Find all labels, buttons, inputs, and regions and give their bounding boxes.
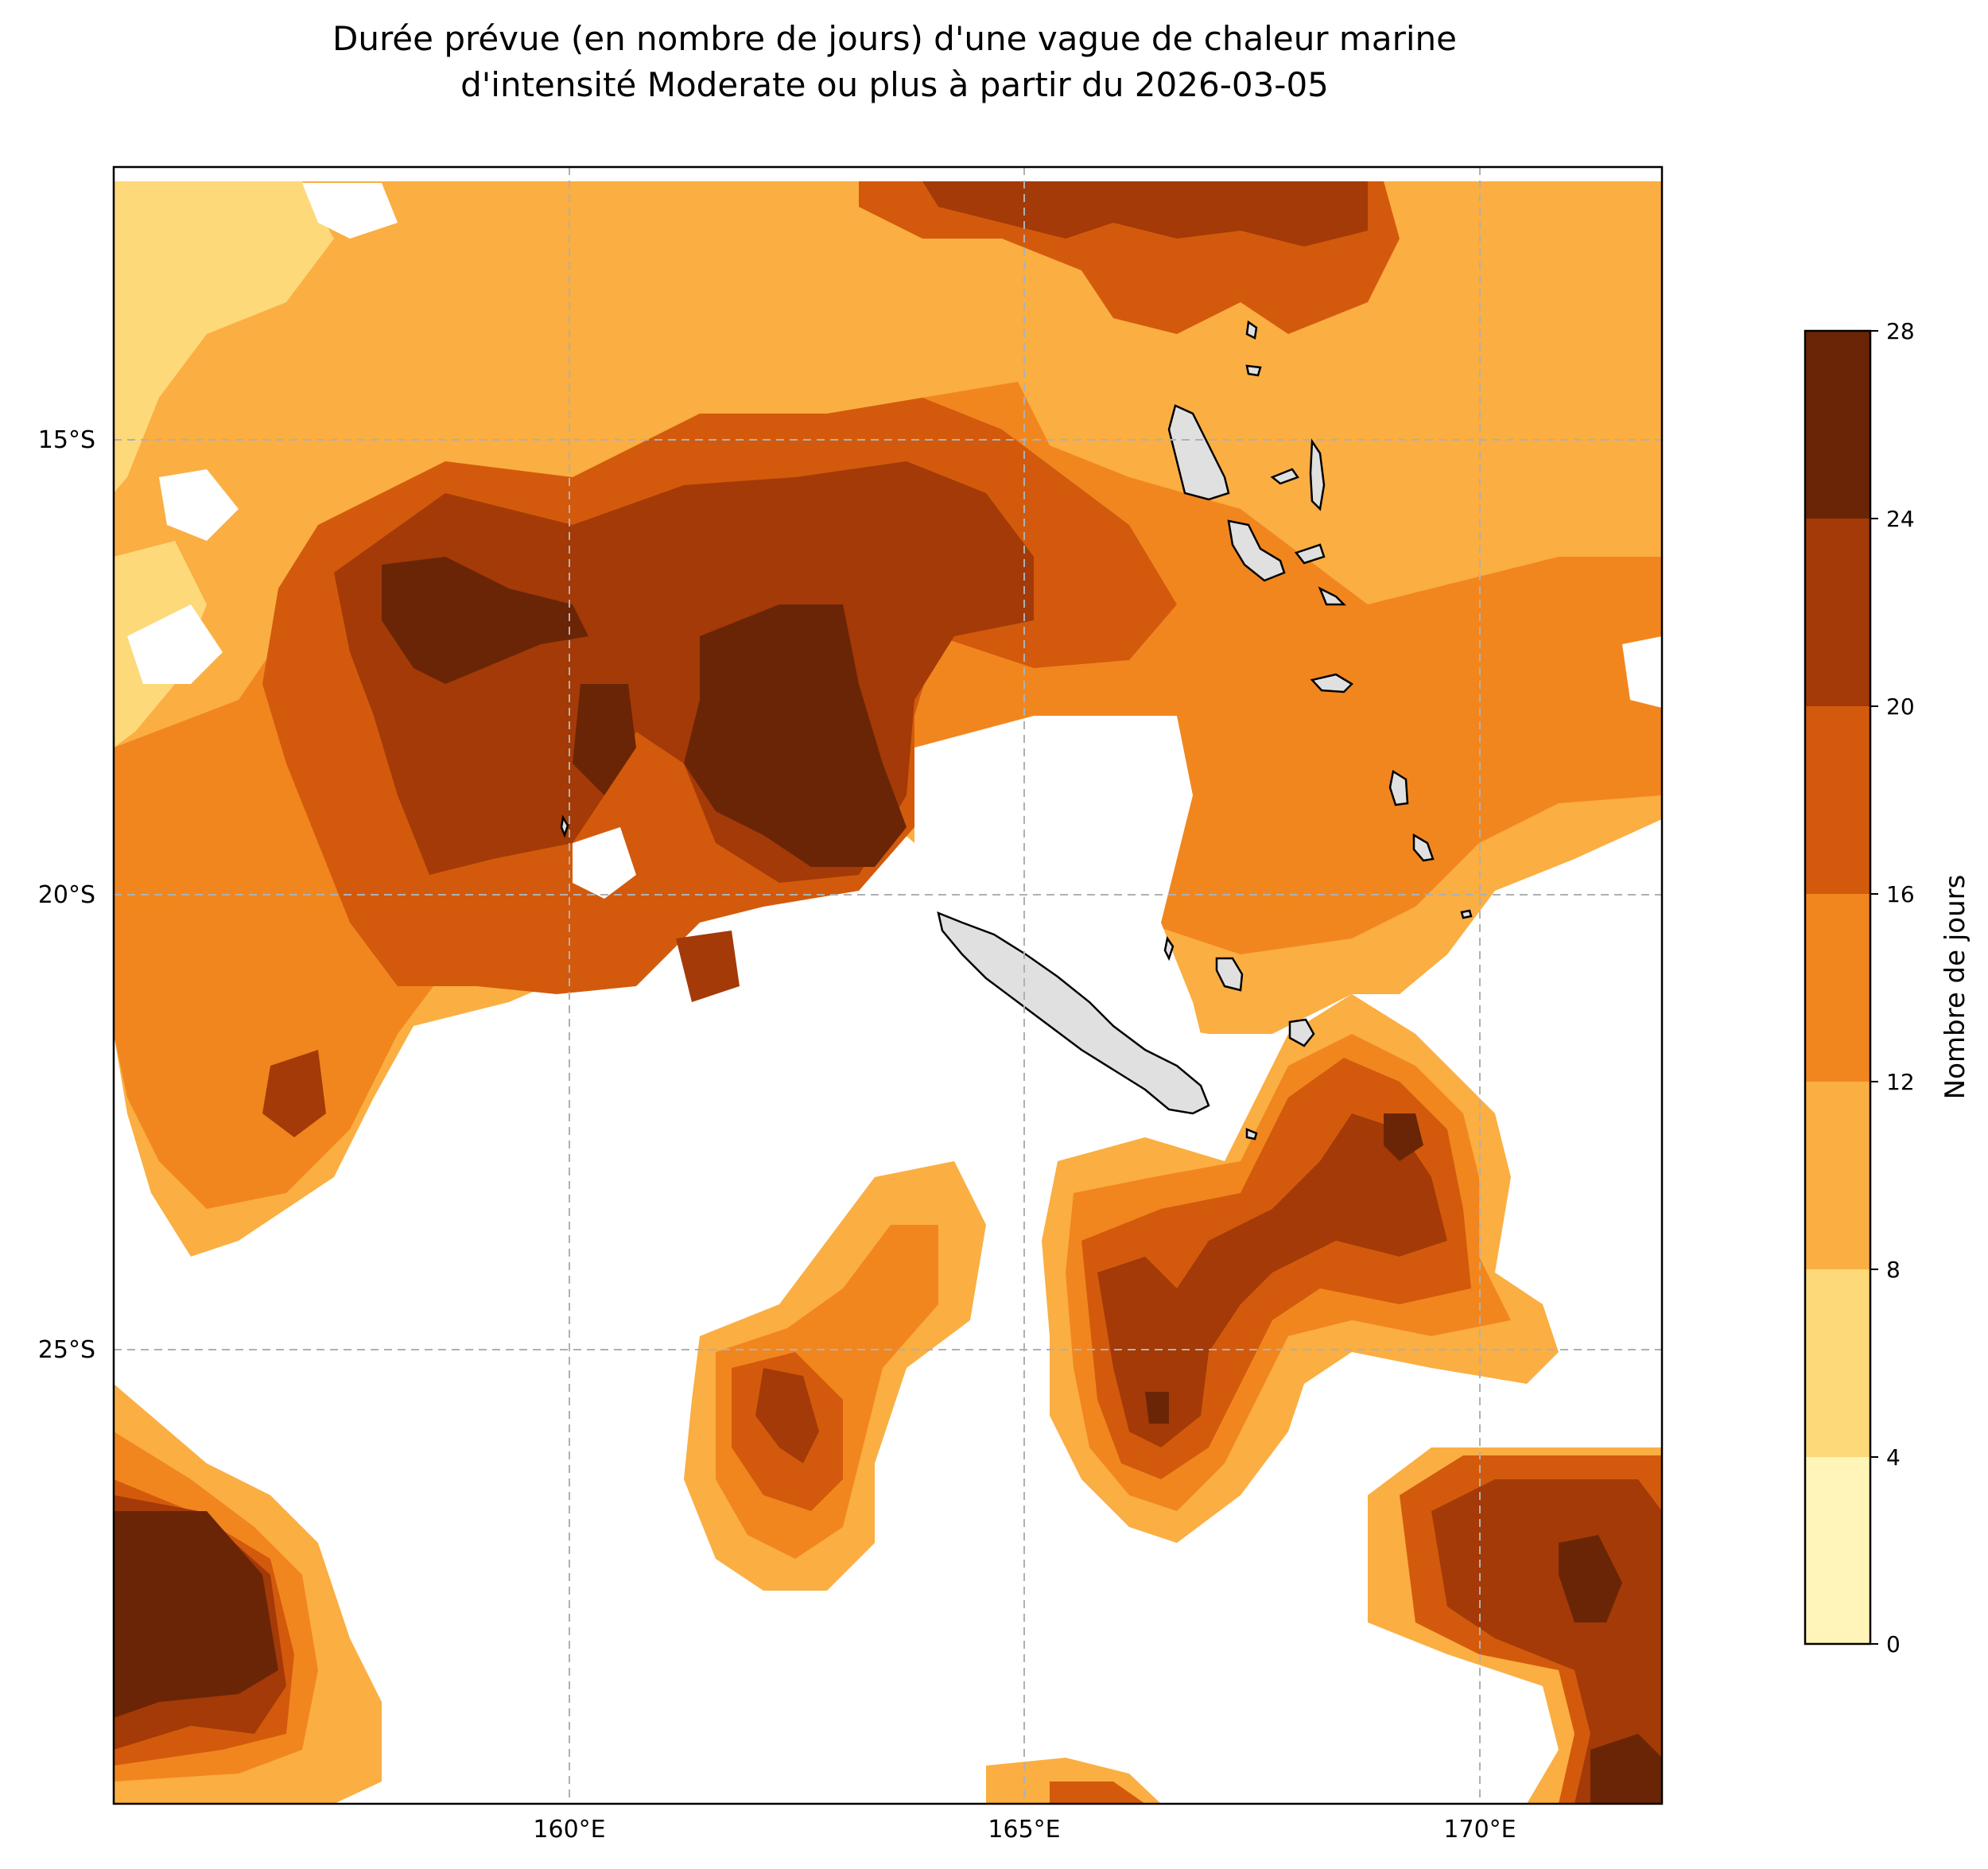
hole-north-1	[302, 183, 398, 239]
hole-north-2	[127, 604, 223, 684]
colorbar-tick-4: 4	[1886, 1444, 1901, 1471]
land-masses	[560, 320, 1473, 1140]
lat-tick-15s: 15°S	[38, 426, 95, 454]
lon-tick-165e: 165°E	[988, 1816, 1060, 1844]
colorbar: 0 4 8 12 16 20 24 28 Nombre de jours	[1804, 318, 1971, 1657]
colorbar-segment-4-8	[1805, 1269, 1870, 1457]
zone-24-28-bottom-left	[114, 1511, 278, 1718]
colorbar-segment-12-16	[1805, 894, 1870, 1082]
island-banks-1	[1245, 320, 1258, 340]
zone-20-24-se-arm	[1097, 1113, 1447, 1447]
zone-20-24-top-center	[922, 181, 1368, 247]
hole-north-4	[573, 827, 636, 899]
gridlines	[114, 167, 1662, 1804]
colorbar-frame	[1804, 329, 1872, 1646]
chart-title-line1: Durée prévue (en nombre de jours) d'une …	[332, 19, 1457, 58]
island-vanuatu-maewo	[1309, 438, 1326, 511]
hole-north-3	[159, 469, 239, 541]
lat-tick-20s: 20°S	[38, 881, 95, 909]
island-isle-of-pines	[1245, 1128, 1258, 1140]
island-vanuatu-malakula	[1227, 519, 1286, 582]
island-vanuatu-efate	[1310, 673, 1354, 694]
lon-tick-160e: 160°E	[533, 1816, 605, 1844]
lon-tick-170e: 170°E	[1443, 1816, 1516, 1844]
zone-24-28-central-core	[684, 604, 907, 867]
zone-20-24-west-spot	[262, 1050, 326, 1137]
zone-20-24-south-plume	[755, 1368, 819, 1463]
hole-east-1	[1622, 636, 1662, 708]
heatwave-duration-field	[114, 181, 1662, 1804]
island-vanuatu-pentecost	[1294, 543, 1326, 565]
colorbar-tick-8: 8	[1886, 1257, 1901, 1283]
island-vanuatu-erromango	[1388, 769, 1409, 806]
island-loyalty-ouvea	[1163, 935, 1175, 962]
colorbar-tick-20: 20	[1886, 694, 1915, 720]
colorbar-segment-0-4	[1805, 1457, 1870, 1644]
colorbar-segment-8-12	[1805, 1082, 1870, 1269]
zone-24-28-bottom-right	[1559, 1535, 1662, 1804]
colorbar-title: Nombre de jours	[1939, 875, 1971, 1100]
colorbar-segment-24-28	[1805, 331, 1870, 519]
zone-4-8-north-edge	[114, 181, 334, 493]
chart-title-line2: d'intensité Moderate ou plus à partir du…	[460, 65, 1329, 104]
no-heatwave-central-south	[350, 1034, 843, 1304]
plot-frame	[112, 165, 1664, 1805]
colorbar-tick-0: 0	[1886, 1631, 1901, 1657]
island-vanuatu-epi	[1318, 586, 1347, 606]
colorbar-ticks	[1870, 330, 1878, 1645]
colorbar-tick-28: 28	[1886, 318, 1915, 344]
zone-24-28-small	[573, 684, 636, 795]
island-matthew	[1460, 909, 1473, 919]
island-banks-2	[1245, 364, 1262, 377]
chart-title: Durée prévue (en nombre de jours) d'une …	[0, 16, 1789, 108]
lat-tick-25s: 25°S	[38, 1336, 95, 1364]
island-vanuatu-espiritu	[1167, 404, 1230, 501]
colorbar-segment-20-24	[1805, 519, 1870, 706]
island-loyalty-lifou	[1215, 957, 1244, 992]
island-vanuatu-ambae	[1270, 468, 1299, 485]
colorbar-segment-16-20	[1805, 706, 1870, 894]
island-new-caledonia	[937, 911, 1210, 1115]
colorbar-tick-24: 24	[1886, 506, 1915, 532]
island-loyalty-mare	[1288, 1018, 1315, 1047]
zone-20-24-sw-spot	[676, 931, 740, 1002]
zone-16-20-bottom-centre	[1050, 1782, 1145, 1804]
zone-24-28-se-spots	[1145, 1113, 1423, 1424]
zone-24-28-west-core	[382, 557, 588, 684]
colorbar-tick-16: 16	[1886, 881, 1915, 907]
colorbar-tick-12: 12	[1886, 1069, 1915, 1095]
island-west-small	[560, 814, 569, 838]
island-vanuatu-tanna	[1412, 833, 1435, 862]
